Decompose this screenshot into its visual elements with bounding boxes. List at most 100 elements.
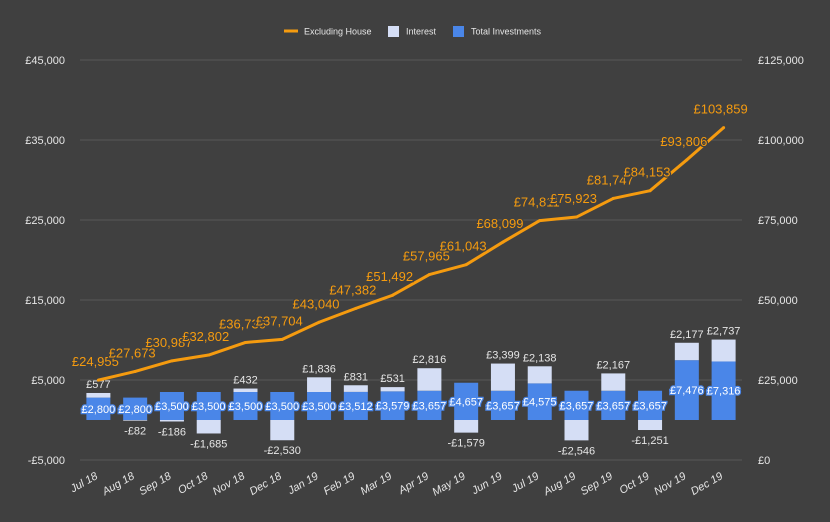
interest-label: £1,836	[302, 363, 336, 375]
interest-bar	[196, 420, 221, 434]
investment-bar	[454, 382, 479, 420]
interest-bar	[159, 420, 184, 422]
excluding-house-label: £24,955	[72, 354, 119, 369]
investment-bar	[233, 392, 258, 420]
investment-bar	[564, 390, 589, 420]
line-point	[207, 353, 211, 357]
interest-label: £432	[233, 375, 257, 387]
left-tick-label: £45,000	[25, 55, 65, 67]
x-tick-label: Jul 18	[68, 470, 101, 496]
investment-bar	[601, 390, 626, 420]
interest-bar	[123, 420, 148, 421]
investment-bar	[417, 390, 442, 420]
line-point	[133, 369, 137, 373]
excluding-house-line	[98, 126, 725, 382]
excluding-house-label: £32,802	[182, 329, 229, 344]
bar-labels: £577 £2,800 -£82 £2,800 -£186 £3,500 -£1,685 £3…	[80, 326, 741, 458]
line-point	[685, 158, 689, 162]
legend-label: Interest	[406, 27, 437, 37]
x-tick-label: Jul 19	[509, 470, 541, 496]
line-point	[244, 340, 247, 344]
excluding-house-label: £47,382	[329, 282, 376, 297]
investment-bar	[527, 383, 552, 420]
interest-label: -£2,546	[558, 445, 595, 457]
x-tick-label: May 19	[430, 470, 467, 498]
investment-label: £4,575	[523, 397, 557, 409]
right-tick-label: £25,000	[758, 375, 798, 387]
investment-label: £3,500	[192, 401, 226, 413]
investment-bar	[270, 392, 295, 420]
interest-label: £531	[380, 373, 404, 385]
investment-bar	[638, 390, 663, 420]
line-point	[354, 306, 358, 310]
investment-bar	[343, 391, 368, 420]
interest-label: -£1,579	[448, 438, 485, 450]
line-point	[96, 378, 100, 382]
investment-bar	[380, 391, 405, 420]
right-tick-label: £50,000	[758, 295, 798, 307]
investment-label: £3,500	[265, 401, 299, 413]
gridlines	[80, 59, 742, 461]
interest-label: -£82	[124, 426, 146, 438]
excluding-house-label: £43,040	[293, 296, 340, 311]
right-tick-label: £0	[758, 455, 770, 467]
left-tick-label: £25,000	[25, 215, 65, 227]
interest-bar	[490, 363, 515, 391]
interest-label: £577	[86, 379, 110, 391]
excluding-house-label: £75,923	[550, 191, 597, 206]
investment-bar	[674, 360, 699, 420]
interest-bar	[233, 388, 258, 392]
line-labels: £24,955£27,673£30,987£32,802£36,730£37,7…	[71, 100, 749, 370]
interest-bar	[454, 420, 479, 433]
x-axis: Jul 18 Aug 18 Sep 18 Oct 18 Nov 18 Dec 18 Jan …	[68, 470, 726, 499]
investment-bar	[490, 390, 515, 420]
right-axis: £0 £25,000 £50,000 £75,000 £100,000 £125,000	[758, 55, 804, 467]
interest-bar	[343, 385, 368, 392]
excluding-house-label: £51,492	[366, 269, 413, 284]
interest-label: -£186	[158, 426, 186, 438]
investment-bar	[711, 361, 736, 420]
line-point	[280, 337, 284, 341]
excluding-house-label: £57,965	[403, 249, 450, 264]
x-tick-label: Oct 18	[176, 470, 211, 497]
excluding-house-label: £61,043	[440, 239, 487, 254]
interest-bar	[674, 342, 699, 361]
x-tick-label: Dec 18	[248, 470, 285, 498]
interest-label: £2,138	[523, 352, 557, 364]
x-tick-label: Mar 19	[358, 470, 394, 498]
legend-box-swatch	[453, 26, 464, 37]
interest-label: £2,177	[670, 329, 704, 341]
excluding-house-label: £84,153	[624, 165, 671, 180]
right-tick-label: £75,000	[758, 215, 798, 227]
investment-bar	[86, 397, 111, 420]
line-point	[575, 215, 578, 219]
line-point	[501, 240, 505, 244]
interest-label: -£1,251	[631, 435, 668, 447]
line-point	[427, 273, 431, 277]
excluding-house-label: £37,704	[256, 313, 303, 328]
line-point	[611, 196, 615, 200]
x-tick-label: Oct 19	[617, 470, 651, 497]
excluding-house-label: £74,811	[514, 195, 560, 210]
line-point	[538, 219, 542, 223]
excluding-house-line-layer	[96, 126, 726, 382]
investment-label: £7,476	[670, 385, 704, 397]
excluding-house-label: £68,099	[476, 216, 523, 231]
interest-bar	[86, 392, 111, 398]
interest-bar	[564, 420, 589, 441]
x-tick-label: Apr 19	[396, 470, 431, 497]
interest-bar	[527, 366, 552, 384]
excluding-house-label: £81,747	[587, 172, 634, 187]
line-point	[391, 293, 395, 297]
excluding-house-label: £93,806	[660, 134, 707, 149]
line-point	[464, 263, 468, 267]
investment-label: £2,800	[118, 404, 152, 416]
investment-label: £3,500	[155, 401, 189, 413]
interest-label: £2,816	[413, 354, 447, 366]
line-point	[170, 359, 174, 363]
interest-label: £831	[344, 371, 368, 383]
left-tick-label: £15,000	[25, 295, 65, 307]
investment-label: £7,316	[707, 386, 741, 398]
